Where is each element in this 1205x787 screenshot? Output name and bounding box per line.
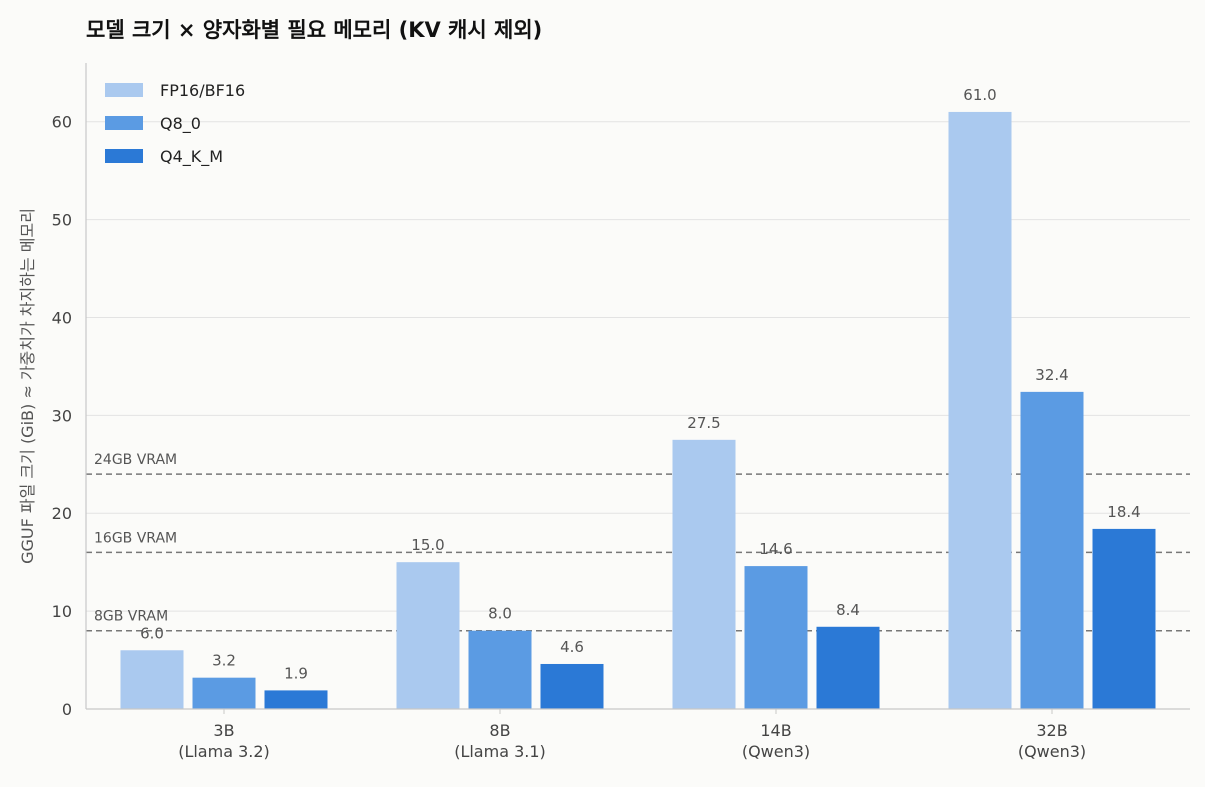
reference-line-label: 16GB VRAM	[94, 530, 177, 546]
reference-line-label: 8GB VRAM	[94, 609, 168, 625]
data-label: 61.0	[963, 86, 996, 104]
y-tick-label: 60	[52, 113, 72, 132]
x-tick-label: (Llama 3.2)	[178, 742, 270, 761]
bar	[744, 566, 808, 709]
legend-swatch	[105, 83, 143, 97]
x-tick-label: 8B	[489, 721, 510, 740]
data-label: 3.2	[212, 652, 236, 670]
bar	[396, 562, 460, 709]
chart-title: 모델 크기 × 양자화별 필요 메모리 (KV 캐시 제외)	[86, 18, 542, 42]
legend-label: Q8_0	[160, 114, 201, 134]
reference-lines: 24GB VRAM 16GB VRAM 8GB VRAM	[86, 452, 1190, 632]
bar	[1020, 391, 1084, 709]
legend-label: Q4_K_M	[160, 147, 223, 167]
bar	[672, 439, 736, 709]
bar	[948, 111, 1012, 709]
data-label: 4.6	[560, 638, 584, 656]
x-tick-label: (Qwen3)	[1018, 742, 1086, 761]
x-tick-label: (Qwen3)	[742, 742, 810, 761]
y-axis-label: GGUF 파일 크기 (GiB) ≈ 가중치가 차지하는 메모리	[18, 208, 37, 564]
y-tick-label: 30	[52, 406, 72, 425]
legend: FP16/BF16 Q8_0 Q4_K_M	[105, 81, 245, 167]
legend-label: FP16/BF16	[160, 81, 245, 100]
y-tick-label: 0	[62, 700, 72, 719]
reference-line-label: 24GB VRAM	[94, 452, 177, 468]
y-tick-label: 50	[52, 211, 72, 230]
data-label: 8.0	[488, 605, 512, 623]
data-label: 1.9	[284, 664, 308, 682]
axes: 0 10 20 30 40 50 60 3B (Llama 3.2) 8B (Llama 3.1) 1…	[52, 63, 1190, 761]
data-label: 27.5	[687, 414, 720, 432]
legend-swatch	[105, 149, 143, 163]
x-tick-label: 14B	[760, 721, 791, 740]
bar	[1092, 528, 1156, 709]
data-label: 14.6	[759, 540, 792, 558]
y-tick-label: 40	[52, 308, 72, 327]
data-label: 18.4	[1107, 503, 1140, 521]
data-label: 15.0	[411, 536, 444, 554]
data-label: 8.4	[836, 601, 860, 619]
bar	[192, 677, 256, 709]
bars: 6.0 3.2 1.9 15.0 8.0 4.6 27.5 14.6 8.4 61.0 32.4 18…	[120, 86, 1156, 709]
x-tick-label: 3B	[213, 721, 234, 740]
legend-swatch	[105, 116, 143, 130]
y-tick-label: 20	[52, 504, 72, 523]
bar	[120, 650, 184, 709]
bar	[264, 690, 328, 709]
bar	[540, 663, 604, 709]
x-tick-label: 32B	[1036, 721, 1067, 740]
x-tick-label: (Llama 3.1)	[454, 742, 546, 761]
y-tick-label: 10	[52, 602, 72, 621]
data-label: 6.0	[140, 624, 164, 642]
bar	[468, 630, 532, 709]
bar	[816, 626, 880, 709]
data-label: 32.4	[1035, 366, 1068, 384]
